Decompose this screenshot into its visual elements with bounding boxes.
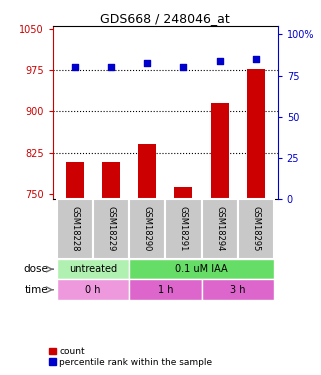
Bar — [93, 200, 129, 259]
Text: GSM18291: GSM18291 — [179, 207, 188, 252]
Legend: count, percentile rank within the sample: count, percentile rank within the sample — [49, 347, 213, 367]
Bar — [238, 200, 274, 259]
Bar — [66, 162, 84, 200]
Text: untreated: untreated — [69, 264, 117, 274]
Text: time: time — [25, 285, 48, 295]
Text: GSM18228: GSM18228 — [70, 206, 79, 252]
Bar — [129, 279, 202, 300]
Point — [253, 56, 258, 62]
Text: GSM18229: GSM18229 — [107, 207, 116, 252]
Text: 0 h: 0 h — [85, 285, 100, 295]
Text: GSM18295: GSM18295 — [251, 207, 260, 252]
Text: 3 h: 3 h — [230, 285, 246, 295]
Bar — [247, 69, 265, 200]
Bar — [129, 259, 274, 279]
Text: dose: dose — [24, 264, 48, 274]
Point — [181, 64, 186, 70]
Bar — [129, 200, 165, 259]
Point — [217, 58, 222, 64]
Bar — [138, 144, 156, 200]
Bar — [165, 200, 202, 259]
Title: GDS668 / 248046_at: GDS668 / 248046_at — [100, 12, 230, 25]
Bar — [56, 200, 93, 259]
Point — [108, 64, 114, 70]
Text: GSM18290: GSM18290 — [143, 207, 152, 252]
Text: 1 h: 1 h — [158, 285, 173, 295]
Point — [72, 64, 77, 70]
Bar — [174, 187, 193, 200]
Bar — [202, 279, 274, 300]
Bar — [211, 103, 229, 200]
Text: GSM18294: GSM18294 — [215, 207, 224, 252]
Text: 0.1 uM IAA: 0.1 uM IAA — [175, 264, 228, 274]
Bar — [56, 259, 129, 279]
Point — [145, 60, 150, 66]
Bar — [102, 162, 120, 200]
Bar — [56, 279, 129, 300]
Bar — [202, 200, 238, 259]
